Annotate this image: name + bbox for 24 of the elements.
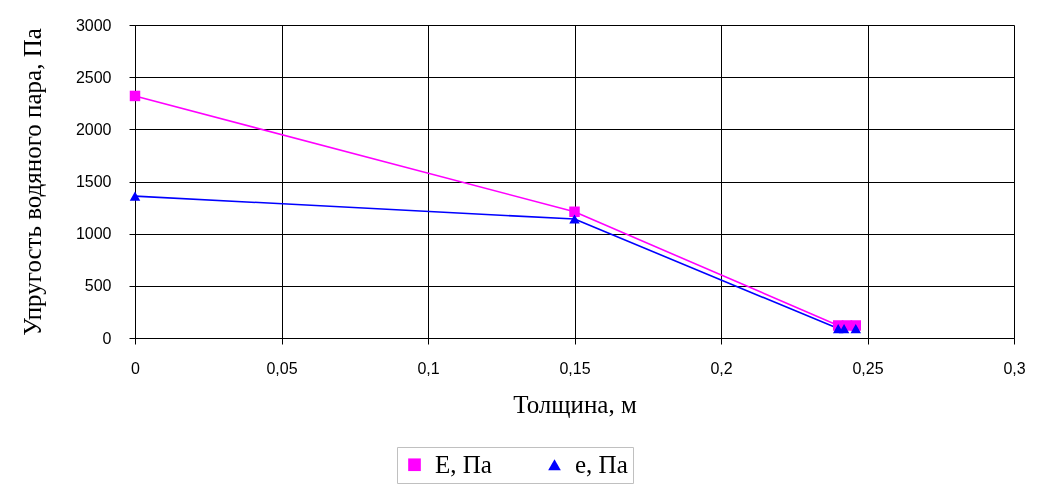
- point: [129, 191, 141, 201]
- x-tick-label: 0,15: [559, 359, 591, 377]
- x-axis-title: Толщина, м: [513, 390, 637, 418]
- point: [129, 90, 141, 102]
- x-tick-label: 0,1: [417, 359, 440, 377]
- point: [838, 324, 850, 334]
- y-tick-label: 1500: [75, 173, 112, 190]
- legend-label: e, Па: [575, 450, 628, 478]
- point: [569, 206, 580, 217]
- point: [569, 214, 580, 224]
- x-tick-label: 0,3: [1003, 359, 1026, 377]
- y-tick-label: 500: [84, 277, 112, 295]
- x-tick-label: 0,25: [852, 359, 884, 377]
- x-tick-label: 0: [131, 359, 141, 377]
- legend-label: E, Па: [435, 450, 492, 478]
- y-tick-label: 3000: [75, 16, 112, 34]
- point: [850, 324, 862, 334]
- y-tick-label: 2500: [75, 68, 112, 86]
- x-tick-label: 0,2: [710, 359, 733, 377]
- x-tick-label: 0,05: [266, 359, 298, 377]
- y-tick-label: 1000: [75, 225, 112, 243]
- y-tick-label: 2000: [75, 120, 112, 138]
- y-tick-label: 0: [102, 329, 112, 347]
- y-axis-title: Упругость водяного пара, Па: [18, 28, 46, 336]
